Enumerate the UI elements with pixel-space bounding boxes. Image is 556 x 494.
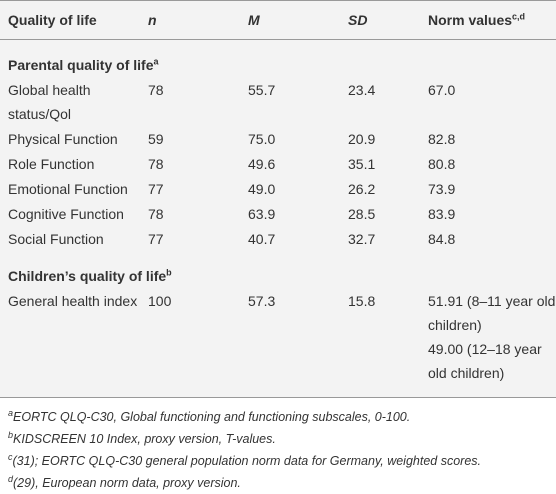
table-cell: 49.0	[248, 181, 276, 197]
header-cell: n	[140, 0, 240, 40]
table-cell: 77	[148, 181, 164, 197]
header-cell: SD	[340, 0, 420, 40]
footnote-mark: b	[8, 429, 14, 440]
table-cell: 80.8	[428, 156, 456, 172]
table-cell: 35.1	[348, 156, 376, 172]
table-cell: 73.9	[428, 181, 456, 197]
section-title: Children’s quality of lifeb	[0, 251, 556, 288]
header-text: Norm values	[428, 12, 513, 28]
table-cell: 75.0	[248, 131, 276, 147]
footnote-ref: a	[153, 56, 159, 67]
table-row: Global health status/Qol 78 55.7 23.4 67.0	[0, 77, 556, 126]
table-cell: 63.9	[248, 206, 276, 222]
footnote: aEORTC QLQ-C30, Global functioning and f…	[0, 406, 556, 428]
table-cell: 78	[148, 156, 164, 172]
table-row: Cognitive Function 78 63.9 28.5 83.9	[0, 201, 556, 226]
table-cell: Global health status/Qol	[8, 82, 91, 122]
table-cell: 28.5	[348, 206, 376, 222]
cell-line: 51.91 (8–11 year old children)	[428, 293, 556, 333]
table-cell: Social Function	[8, 231, 104, 247]
table-row: Emotional Function 77 49.0 26.2 73.9	[0, 176, 556, 201]
footnote: c(31); EORTC QLQ-C30 general population …	[0, 450, 556, 472]
footnote-ref: b	[166, 267, 172, 278]
table-cell: 82.8	[428, 131, 456, 147]
data-table: Quality of life n M SD Norm valuesc,d Pa…	[0, 0, 556, 398]
section-text: Children’s quality of life	[8, 268, 167, 284]
table-cell: 100	[140, 288, 240, 398]
footnote-text: EORTC QLQ-C30, Global functioning and fu…	[13, 410, 411, 424]
footnote-text: KIDSCREEN 10 Index, proxy version, T-val…	[13, 432, 276, 446]
section-title: Parental quality of lifea	[0, 40, 556, 78]
table-cell: 55.7	[248, 82, 276, 98]
footnote-mark: a	[8, 407, 14, 418]
footnote: d(29), European norm data, proxy version…	[0, 472, 556, 494]
footnote-text: (29), European norm data, proxy version.	[13, 476, 241, 490]
table-cell: 49.6	[248, 156, 276, 172]
footnote-mark: d	[8, 473, 14, 484]
table-cell: 67.0	[428, 82, 456, 98]
table-cell: General health index	[0, 288, 140, 398]
table-row: General health index 100 57.3 15.8 51.91 (8–…	[0, 288, 556, 398]
header-cell: M	[240, 0, 340, 40]
footnote: bKIDSCREEN 10 Index, proxy version, T-va…	[0, 428, 556, 450]
table-cell: 32.7	[348, 231, 376, 247]
table-cell: Cognitive Function	[8, 206, 124, 222]
table-cell: 83.9	[428, 206, 456, 222]
footnote-text: (31); EORTC QLQ-C30 general population n…	[12, 454, 482, 468]
table-cell: 77	[148, 231, 164, 247]
footnote-ref: c,d	[512, 11, 526, 22]
table-cell: 51.91 (8–11 year old children) 49.00 (12–…	[420, 288, 556, 398]
footnote-mark: c	[8, 451, 13, 462]
footnotes: aEORTC QLQ-C30, Global functioning and f…	[0, 398, 556, 494]
table-cell: 78	[148, 206, 164, 222]
section-row: Parental quality of lifea	[0, 40, 556, 78]
table-row: Role Function 78 49.6 35.1 80.8	[0, 151, 556, 176]
table-cell: Emotional Function	[8, 181, 128, 197]
section-text: Parental quality of life	[8, 57, 154, 73]
table-cell: 78	[148, 82, 164, 98]
table-cell: 59	[148, 131, 164, 147]
table-cell: 23.4	[348, 82, 376, 98]
table-cell: 57.3	[240, 288, 340, 398]
table-cell: 84.8	[428, 231, 456, 247]
table-cell: Role Function	[8, 156, 95, 172]
cell-line: 49.00 (12–18 year old children)	[428, 341, 542, 381]
table-row: Social Function 77 40.7 32.7 84.8	[0, 226, 556, 251]
table-cell: 40.7	[248, 231, 276, 247]
header-cell: Norm valuesc,d	[420, 0, 556, 40]
table-cell: 26.2	[348, 181, 376, 197]
table-cell: Physical Function	[8, 131, 118, 147]
section-row: Children’s quality of lifeb	[0, 251, 556, 288]
table-row: Physical Function 59 75.0 20.9 82.8	[0, 126, 556, 151]
table-cell: 15.8	[340, 288, 420, 398]
header-cell: Quality of life	[0, 0, 140, 40]
table-cell: 20.9	[348, 131, 376, 147]
